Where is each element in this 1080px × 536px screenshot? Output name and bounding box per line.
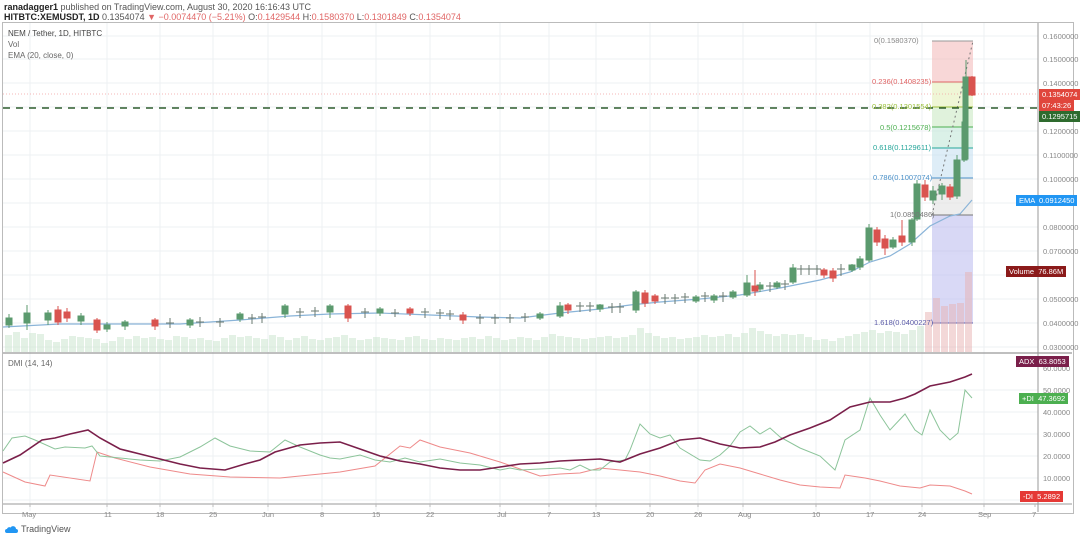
mdi-line <box>2 439 973 495</box>
dmi-y-tick: 20.0000 <box>1043 452 1071 461</box>
tradingview-logo[interactable]: TradingView <box>4 524 71 534</box>
x-tick: 10 <box>812 510 821 519</box>
grid <box>3 23 1038 511</box>
close-value: 0.1354074 <box>418 12 461 22</box>
ema-line <box>2 199 973 328</box>
ema-legend[interactable]: EMA (20, close, 0) <box>8 51 74 60</box>
y-tick: 0.1100000 <box>1043 151 1078 160</box>
symbol: HITBTC:XEMUSDT, 1D <box>4 12 100 22</box>
horizontal-line-tag: 0.1295715 <box>1039 111 1080 122</box>
y-tick: 0.0500000 <box>1043 295 1079 304</box>
x-tick: 22 <box>426 510 435 519</box>
fib-label-0382: 0.382(0.1301554) <box>872 102 932 111</box>
y-tick: 0.1000000 <box>1043 175 1079 184</box>
brand-name: TradingView <box>21 524 71 534</box>
ema-tag-label: EMA <box>1019 196 1035 205</box>
y-tick: 0.0700000 <box>1043 247 1079 256</box>
high-value: 0.1580370 <box>311 12 355 22</box>
mdi-tag-label: -DI <box>1023 492 1033 501</box>
publisher[interactable]: ranadagger1 <box>4 2 59 12</box>
chart-frame[interactable] <box>2 22 1074 514</box>
x-tick: 7 <box>1032 510 1037 519</box>
x-tick: 8 <box>320 510 325 519</box>
x-tick: 13 <box>592 510 601 519</box>
x-ticks <box>29 504 1036 507</box>
ema-tag: EMA 0.0912450 <box>1016 195 1078 206</box>
fib-label-05: 0.5(0.1215678) <box>880 123 931 132</box>
pdi-tag: +DI 47.3692 <box>1019 393 1069 404</box>
y-tick: 0.0400000 <box>1043 319 1079 328</box>
x-tick: 25 <box>209 510 218 519</box>
x-tick: Sep <box>978 510 992 519</box>
x-tick: 18 <box>156 510 165 519</box>
volume-tag: Volume 76.86M <box>1006 266 1067 277</box>
adx-tag-value: 63.8053 <box>1038 357 1066 366</box>
mdi-tag-value: 5.2892 <box>1037 492 1061 501</box>
x-tick: May <box>22 510 37 519</box>
fib-label-0618: 0.618(0.1129611) <box>873 143 932 152</box>
x-tick: 24 <box>918 510 927 519</box>
x-tick: 17 <box>866 510 875 519</box>
y-tick: 0.1200000 <box>1043 127 1079 136</box>
cloud-icon <box>5 525 18 533</box>
dmi-legend[interactable]: DMI (14, 14) <box>8 358 52 369</box>
close-label: C: <box>409 12 419 22</box>
y-tick: 0.1500000 <box>1043 55 1079 64</box>
pdi-tag-label: +DI <box>1022 394 1034 403</box>
dmi-title: DMI (14, 14) <box>8 359 53 368</box>
volume-bars <box>5 272 972 352</box>
countdown-tag: 07:43:26 <box>1039 100 1075 111</box>
y-tick: 0.1600000 <box>1043 32 1079 41</box>
x-tick: 15 <box>372 510 381 519</box>
dmi-y-tick: 50.0000 <box>1043 386 1071 395</box>
x-tick: Jul <box>497 510 507 519</box>
symbol-info: HITBTC:XEMUSDT, 1D 0.1354074 ▼ −0.007447… <box>4 12 461 22</box>
volume-tag-label: Volume <box>1009 267 1035 276</box>
fib-label-0236: 0.236(0.1408235) <box>872 77 932 86</box>
y-tick: 0.0800000 <box>1043 223 1079 232</box>
dmi-y-tick: 60.0000 <box>1043 364 1071 373</box>
fib-label-0786: 0.786(0.1007074) <box>873 173 933 182</box>
dmi-y-tick: 40.0000 <box>1043 408 1071 417</box>
published-text: published on TradingView.com, August 30,… <box>60 2 312 12</box>
series-title[interactable]: NEM / Tether, 1D, HITBTC <box>8 29 103 38</box>
adx-tag: ADX 63.8053 <box>1016 356 1069 367</box>
adx-tag-label: ADX <box>1019 357 1035 366</box>
y-tick: 0.1400000 <box>1043 79 1079 88</box>
fib-label-1618: 1.618(0.0400227) <box>874 318 934 327</box>
main-legend: NEM / Tether, 1D, HITBTC Vol EMA (20, cl… <box>8 28 102 61</box>
y-tick: 0.0300000 <box>1043 343 1079 352</box>
high-label: H: <box>302 12 312 22</box>
pdi-line <box>2 388 973 471</box>
adx-line <box>2 373 973 471</box>
volume-tag-value: 76.86M <box>1038 267 1064 276</box>
candles <box>5 60 976 333</box>
pdi-tag-value: 47.3692 <box>1038 394 1066 403</box>
last-price-tag: 0.1354074 <box>1039 89 1080 100</box>
dmi-y-tick: 10.0000 <box>1043 474 1071 483</box>
fib-label-1: 1(0.0850486) <box>890 210 935 219</box>
publish-info: ranadagger1 published on TradingView.com… <box>4 2 311 12</box>
low-value: 0.1301849 <box>364 12 407 22</box>
ema-tag-value: 0.0912450 <box>1039 196 1075 205</box>
x-tick: 7 <box>547 510 552 519</box>
x-tick: Jun <box>262 510 275 519</box>
low-label: L: <box>356 12 365 22</box>
x-tick: Aug <box>738 510 752 519</box>
dmi-y-tick: 30.0000 <box>1043 430 1071 439</box>
x-tick: 26 <box>694 510 703 519</box>
open-label: O: <box>248 12 258 22</box>
x-tick: 20 <box>646 510 655 519</box>
open-value: 0.1429544 <box>257 12 301 22</box>
fib-label-0: 0(0.1580370) <box>874 36 919 45</box>
mdi-tag: -DI 5.2892 <box>1020 491 1064 502</box>
last-price: 0.1354074 <box>102 12 145 22</box>
x-tick: 11 <box>104 510 112 519</box>
volume-legend[interactable]: Vol <box>8 40 20 49</box>
price-change: ▼ −0.0074470 (−5.21%) <box>147 12 246 22</box>
